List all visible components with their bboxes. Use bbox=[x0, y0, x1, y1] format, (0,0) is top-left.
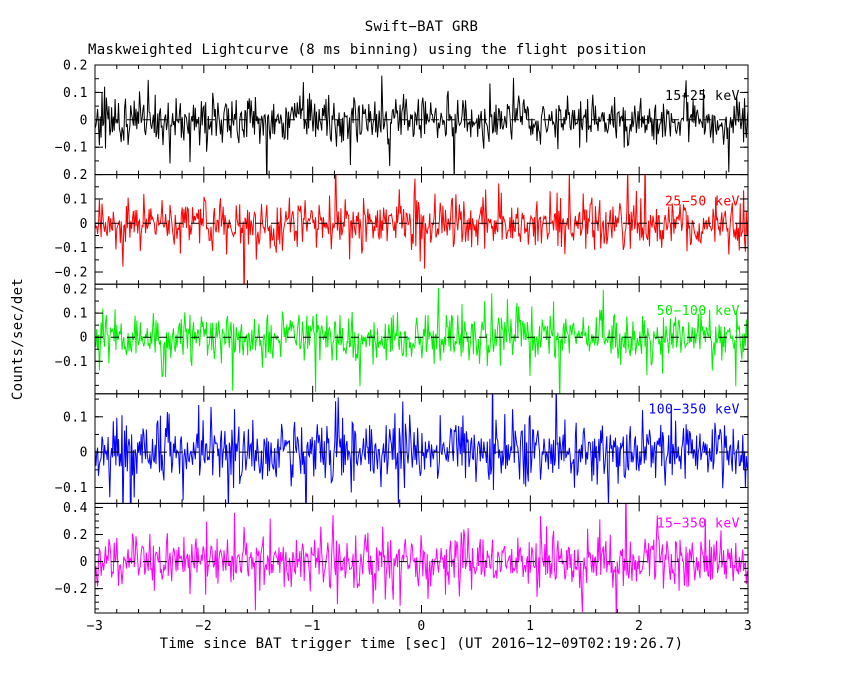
y-tick-label: 0.2 bbox=[63, 59, 88, 74]
y-tick-label: 0 bbox=[80, 217, 88, 232]
x-tick-label: 1 bbox=[526, 619, 534, 634]
band-label-15-25keV: 15−25 keV bbox=[665, 89, 740, 104]
x-tick-label: 2 bbox=[635, 619, 643, 634]
chart-subtitle: Maskweighted Lightcurve (8 ms binning) u… bbox=[88, 42, 647, 58]
lightcurve-15-350keV bbox=[95, 503, 748, 613]
y-tick-label: 0 bbox=[80, 446, 88, 461]
y-tick-label: 0.2 bbox=[63, 168, 88, 183]
y-tick-label: 0.2 bbox=[63, 528, 88, 543]
y-tick-label: −0.1 bbox=[55, 241, 88, 256]
y-tick-label: 0.1 bbox=[63, 86, 88, 101]
y-tick-label: 0 bbox=[80, 555, 88, 570]
y-tick-label: 0.1 bbox=[63, 193, 88, 208]
y-tick-label: 0.1 bbox=[63, 307, 88, 322]
chart-title: Swift−BAT GRB bbox=[364, 19, 479, 35]
x-tick-label: 3 bbox=[744, 619, 752, 634]
band-label-25-50keV: 25−50 keV bbox=[665, 194, 740, 209]
y-tick-label: −0.1 bbox=[55, 481, 88, 496]
x-tick-label: 0 bbox=[417, 619, 425, 634]
lightcurve-15-25keV bbox=[95, 75, 748, 175]
x-tick-label: −3 bbox=[87, 619, 104, 634]
band-label-50-100keV: 50−100 keV bbox=[657, 304, 740, 319]
y-tick-label: 0 bbox=[80, 113, 88, 128]
y-tick-label: 0.1 bbox=[63, 410, 88, 425]
y-tick-label: −0.2 bbox=[55, 266, 88, 281]
y-tick-label: −0.1 bbox=[55, 141, 88, 156]
lightcurve-50-100keV bbox=[95, 287, 748, 394]
x-tick-label: −1 bbox=[304, 619, 321, 634]
y-tick-label: −0.2 bbox=[55, 582, 88, 597]
y-tick-label: −0.1 bbox=[55, 355, 88, 370]
band-label-15-350keV: 15−350 keV bbox=[657, 517, 740, 532]
y-tick-label: 0.2 bbox=[63, 283, 88, 298]
y-axis-label: Counts/sec/det bbox=[10, 277, 26, 401]
x-axis-label: Time since BAT trigger time [sec] (UT 20… bbox=[159, 636, 684, 652]
y-tick-label: 0 bbox=[80, 331, 88, 346]
lightcurve-25-50keV bbox=[95, 174, 748, 285]
x-tick-label: −2 bbox=[196, 619, 213, 634]
y-tick-label: 0.4 bbox=[63, 501, 88, 516]
band-label-100-350keV: 100−350 keV bbox=[648, 403, 740, 418]
